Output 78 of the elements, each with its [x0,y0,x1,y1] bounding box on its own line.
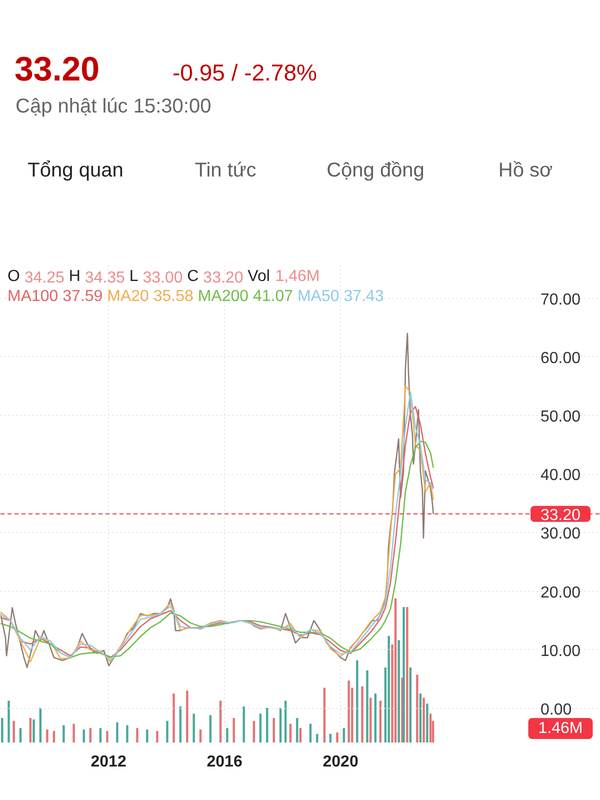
x-tick-label: 2012 [90,754,126,770]
text: MA50 37.43 [297,288,384,305]
bar [62,725,65,742]
y-tick-label: 20.00 [540,584,581,602]
y-tick-label: 0.00 [540,702,572,719]
bar [348,680,350,742]
bar [374,693,377,742]
bar [299,728,302,742]
bar [1,718,4,742]
bar [398,640,400,742]
bar [46,730,48,742]
bar [266,708,268,742]
text: Hồ sơ [498,160,553,182]
text: MA200 41.07 [198,288,294,305]
bar [366,670,368,742]
bar [323,688,326,742]
bar [426,704,428,742]
text: MA100 37.59 [8,288,103,305]
bar [342,728,345,742]
bar [259,714,262,742]
bar [82,730,85,742]
text: MA20 35.58 [107,288,194,305]
bar [116,722,118,742]
bar [29,718,32,742]
bar [166,720,168,742]
bar [89,728,92,742]
bar [296,718,298,742]
bar [409,668,412,742]
y-tick-label: 10.00 [540,642,581,660]
text: Cộng đồng [326,160,424,182]
bar [209,715,212,742]
bar [336,732,338,742]
x-tick-label: 2020 [322,754,358,770]
bar [394,598,397,742]
text: 33.20 [14,50,100,88]
bar [406,607,408,742]
bar [12,720,15,742]
bar [99,728,102,742]
y-tick-label: 60.00 [540,350,581,367]
bar [422,698,425,742]
y-tick-label: 70.00 [540,291,581,308]
bar [136,728,138,742]
bar [242,706,245,742]
bar [361,686,364,742]
bar [186,690,188,742]
text: -0.95 / -2.78% [172,60,317,86]
ref-line-label: 33.20 [540,506,581,524]
bar [429,714,432,742]
bar [402,607,405,742]
bar [192,714,195,742]
bar [199,730,202,742]
bar [19,728,22,742]
bar [226,728,228,742]
text: Tổng quan [28,160,124,182]
text: Tin tức [194,160,256,182]
bar [369,698,372,742]
y-tick-label: 40.00 [540,467,581,484]
bar [156,730,158,742]
bar [106,730,108,742]
text: Cập nhật lúc 15:30:00 [16,96,212,118]
bar [252,720,256,742]
bar [146,730,148,742]
bar [72,724,75,742]
bar [356,660,358,742]
bar [8,700,10,742]
x-tick-label: 2016 [206,754,242,770]
bar [272,718,275,742]
line-series [0,332,434,668]
y-tick-label: 30.00 [540,526,581,543]
bar [388,636,390,742]
bar [126,725,128,742]
bar [232,718,235,742]
bar [32,719,35,742]
text: O 34.25 H 34.35 L 33.00 C 33.20 Vol 1,46M [8,268,320,286]
annotation: 1.46M [538,720,583,737]
bar [416,674,418,742]
bar [172,693,175,742]
y-tick-label: 50.00 [540,408,581,426]
